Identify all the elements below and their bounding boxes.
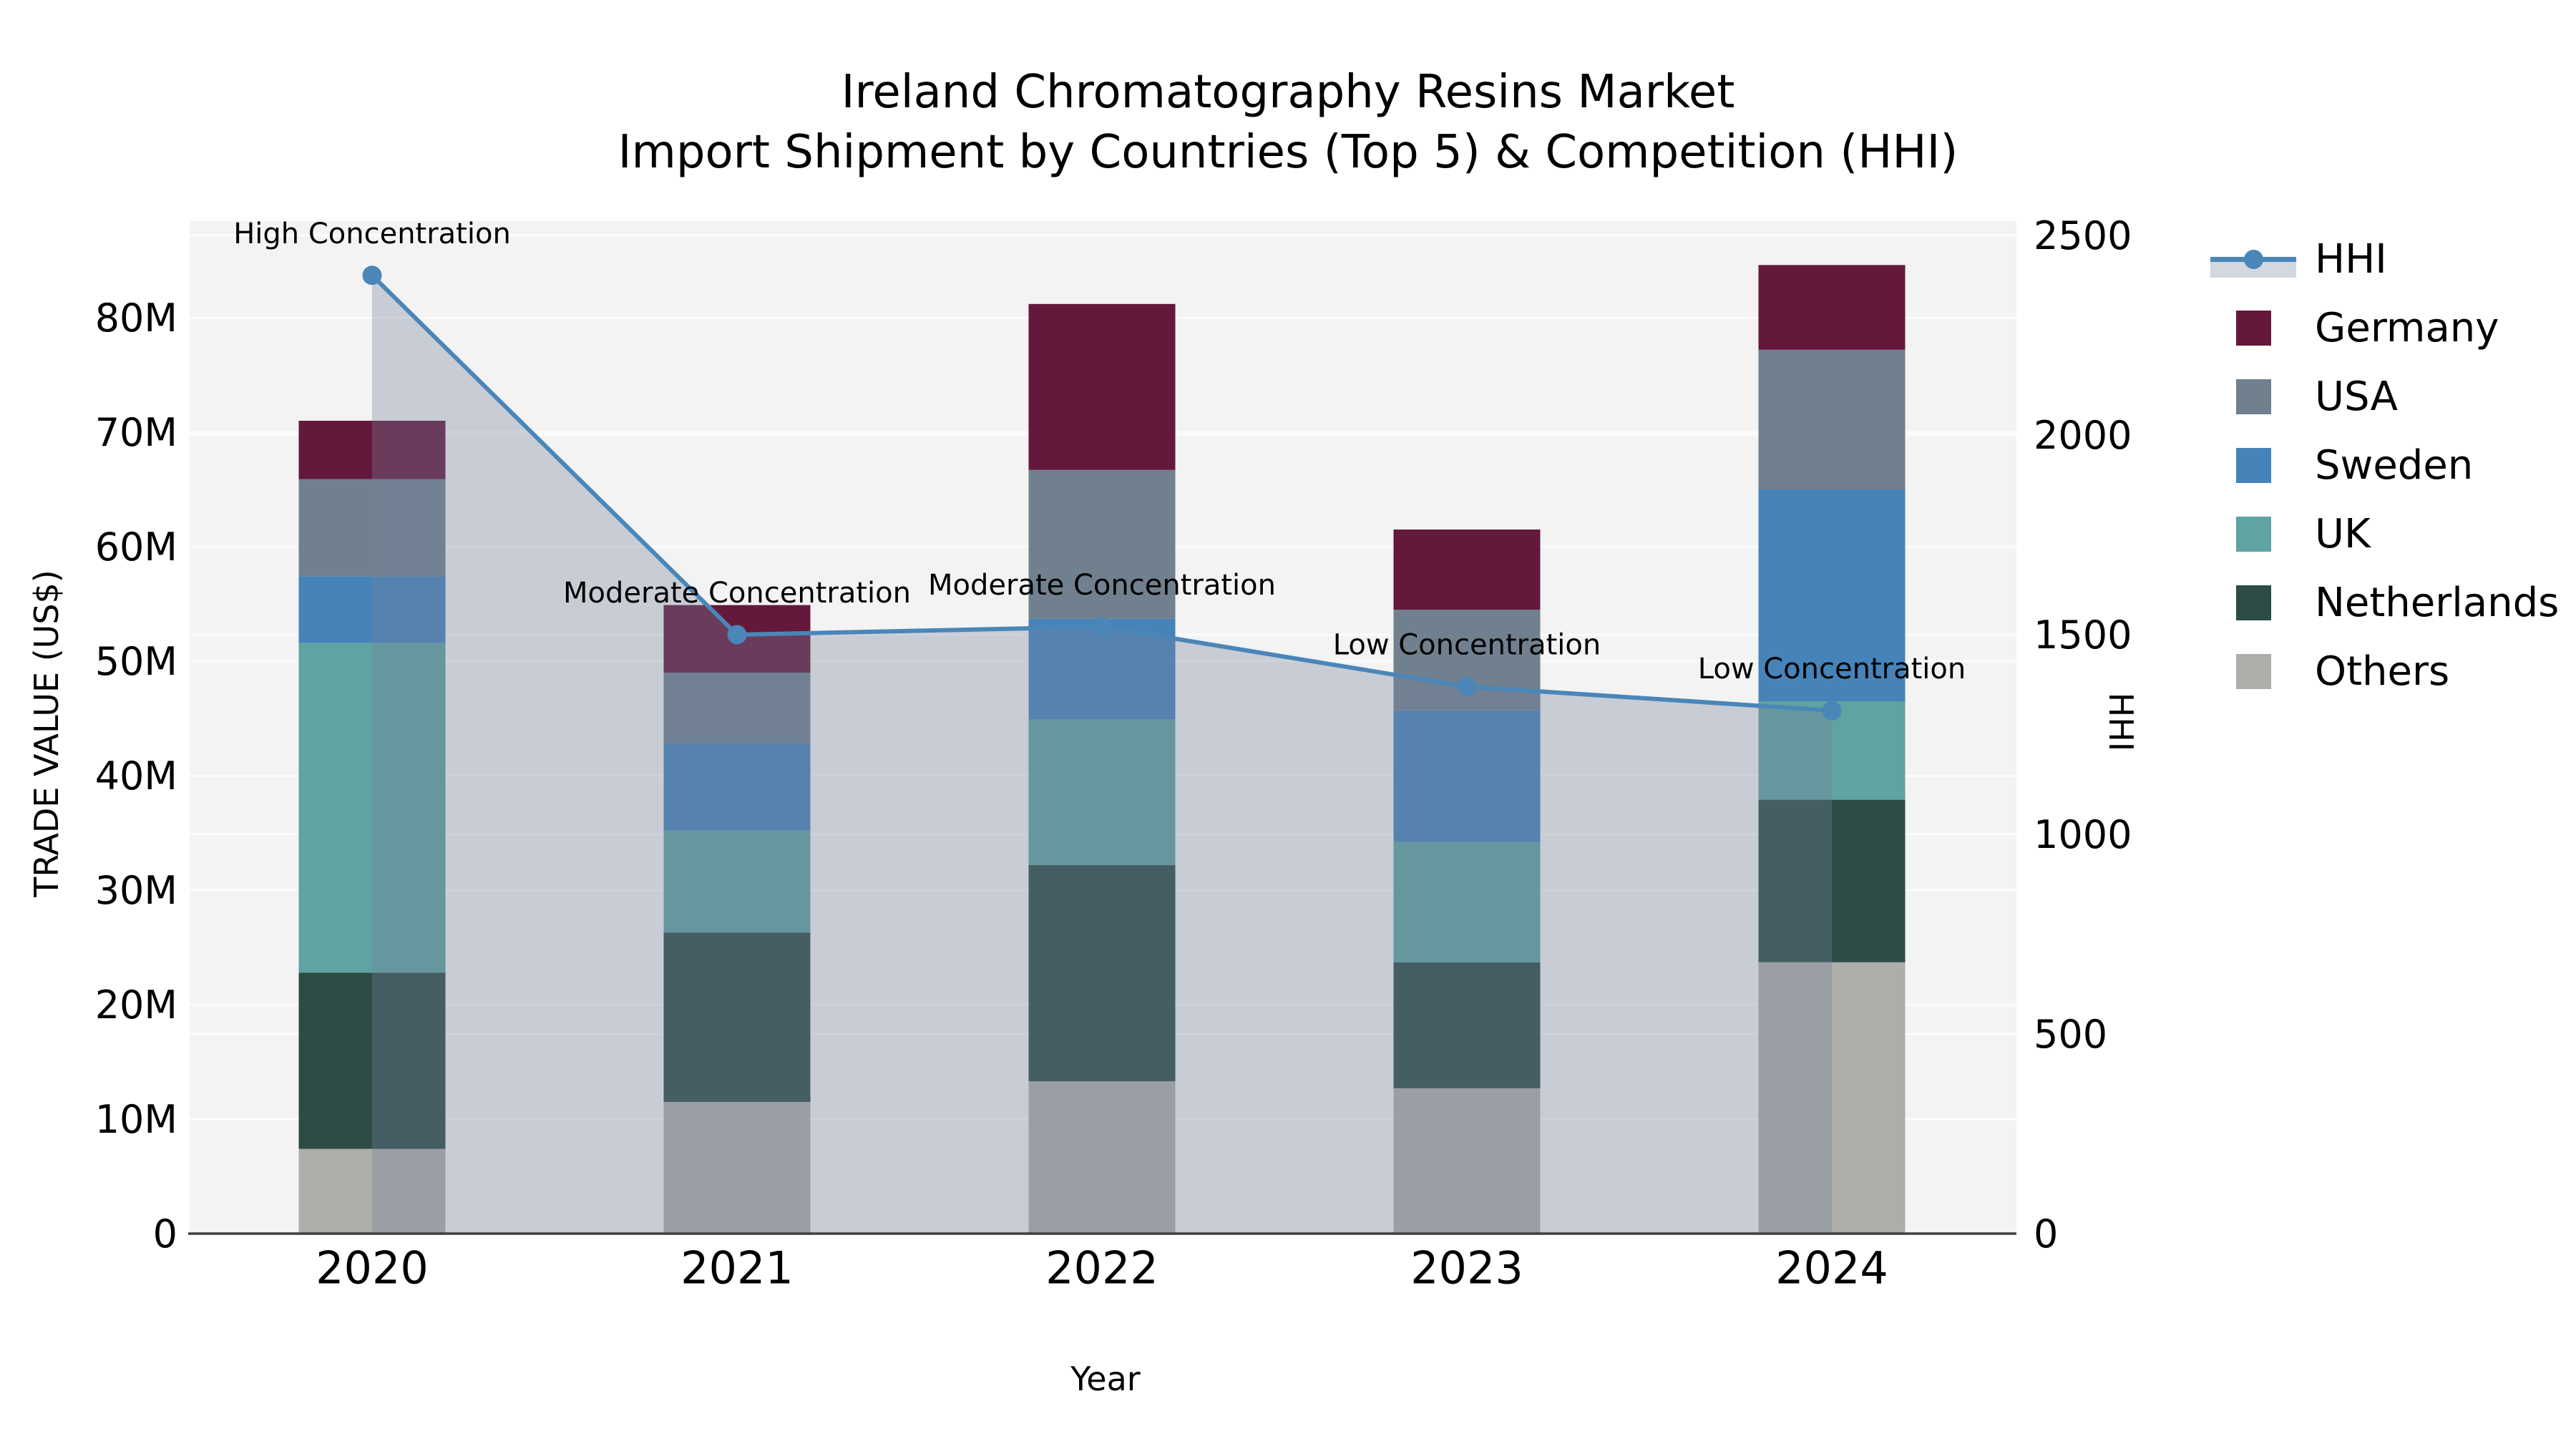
chart-title-line2: Import Shipment by Countries (Top 5) & C… — [618, 126, 1958, 179]
tick-label-x-2024: 2024 — [1775, 1242, 1888, 1294]
tick-label-left-30M: 30M — [95, 868, 177, 913]
x-axis-title: Year — [1070, 1360, 1141, 1398]
chart-title-line1: Ireland Chromatography Resins Market — [841, 66, 1735, 119]
tick-label-right-2500: 2500 — [2034, 213, 2132, 258]
bar-segment-germany-2020 — [298, 421, 446, 479]
tick-label-right-0: 0 — [2034, 1211, 2058, 1257]
tick-label-right-1500: 1500 — [2034, 613, 2132, 658]
bar-segment-sweden-2023 — [1393, 710, 1541, 842]
tick-label-x-2023: 2023 — [1410, 1242, 1523, 1294]
bar-segment-sweden-2021 — [663, 743, 811, 831]
legend-swatch-others — [2236, 653, 2271, 689]
bar-segment-netherlands-2022 — [1028, 864, 1176, 1082]
bar-segment-usa-2024 — [1758, 349, 1906, 489]
legend-label-usa: USA — [2315, 373, 2398, 420]
bar-segment-germany-2024 — [1758, 265, 1906, 350]
legend-hhi-line-sample — [2210, 238, 2296, 280]
bar-segment-netherlands-2020 — [298, 972, 446, 1149]
legend-swatch-sweden — [2236, 447, 2271, 483]
legend-swatch-usa — [2236, 379, 2271, 414]
bar-segment-uk-2023 — [1393, 841, 1541, 962]
bar-segment-usa-2020 — [298, 479, 446, 577]
legend-label-others: Others — [2315, 648, 2450, 695]
hhi-area-fill — [372, 275, 1832, 1234]
annotation-2024: Low Concentration — [1698, 653, 1966, 686]
bar-segment-netherlands-2021 — [663, 932, 811, 1102]
annotation-2022: Moderate Concentration — [928, 569, 1276, 602]
legend-label-germany: Germany — [2315, 304, 2499, 351]
bar-segment-others-2020 — [298, 1148, 446, 1234]
tick-label-right-2000: 2000 — [2034, 413, 2132, 458]
tick-label-left-70M: 70M — [95, 410, 177, 455]
bar-segment-others-2021 — [663, 1102, 811, 1234]
bar-segment-others-2022 — [1028, 1081, 1176, 1234]
bar-segment-sweden-2020 — [298, 576, 446, 643]
legend-label-sweden: Sweden — [2315, 441, 2474, 489]
bar-segment-usa-2021 — [663, 673, 811, 744]
legend-swatch-netherlands — [2236, 585, 2271, 620]
left-axis-title: TRADE VALUE (US$) — [27, 570, 66, 897]
bar-segment-uk-2022 — [1028, 719, 1176, 865]
annotation-2023: Low Concentration — [1333, 629, 1601, 662]
legend-swatch-uk — [2236, 516, 2271, 552]
bar-segment-netherlands-2024 — [1758, 799, 1906, 962]
tick-label-left-20M: 20M — [95, 982, 177, 1028]
hhi-marker-2024 — [1822, 701, 1842, 721]
right-axis-title: HHI — [2102, 692, 2140, 752]
hhi-marker-2022 — [1092, 617, 1112, 637]
tick-label-x-2020: 2020 — [316, 1242, 429, 1294]
annotation-2020: High Concentration — [233, 218, 511, 250]
bar-segment-usa-2022 — [1028, 469, 1176, 619]
tick-label-right-500: 500 — [2034, 1012, 2107, 1057]
hhi-marker-2020 — [362, 265, 382, 286]
legend-swatch-germany — [2236, 310, 2271, 346]
tick-label-left-10M: 10M — [95, 1097, 177, 1142]
tick-label-left-40M: 40M — [95, 753, 177, 799]
tick-label-left-50M: 50M — [95, 639, 177, 684]
bar-segment-netherlands-2023 — [1393, 962, 1541, 1088]
legend-hhi-marker-icon — [2244, 250, 2263, 269]
bar-segment-others-2023 — [1393, 1088, 1541, 1234]
bar-segment-others-2024 — [1758, 962, 1906, 1234]
tick-label-left-0: 0 — [153, 1211, 177, 1257]
bar-segment-uk-2020 — [298, 643, 446, 973]
tick-label-left-60M: 60M — [95, 525, 177, 570]
annotation-2021: Moderate Concentration — [563, 577, 911, 610]
legend-label-hhi: HHI — [2315, 235, 2387, 283]
bar-segment-sweden-2024 — [1758, 489, 1906, 701]
legend-label-uk: UK — [2315, 510, 2371, 557]
tick-label-left-80M: 80M — [95, 296, 177, 341]
bar-segment-uk-2021 — [663, 830, 811, 933]
tick-label-x-2021: 2021 — [680, 1242, 794, 1294]
hhi-marker-2023 — [1457, 677, 1477, 697]
hhi-marker-2021 — [727, 625, 747, 645]
tick-label-x-2022: 2022 — [1045, 1242, 1158, 1294]
bar-segment-germany-2022 — [1028, 303, 1176, 470]
legend-label-netherlands: Netherlands — [2315, 579, 2560, 626]
tick-label-right-1000: 1000 — [2034, 812, 2132, 857]
bar-segment-germany-2023 — [1393, 530, 1541, 610]
